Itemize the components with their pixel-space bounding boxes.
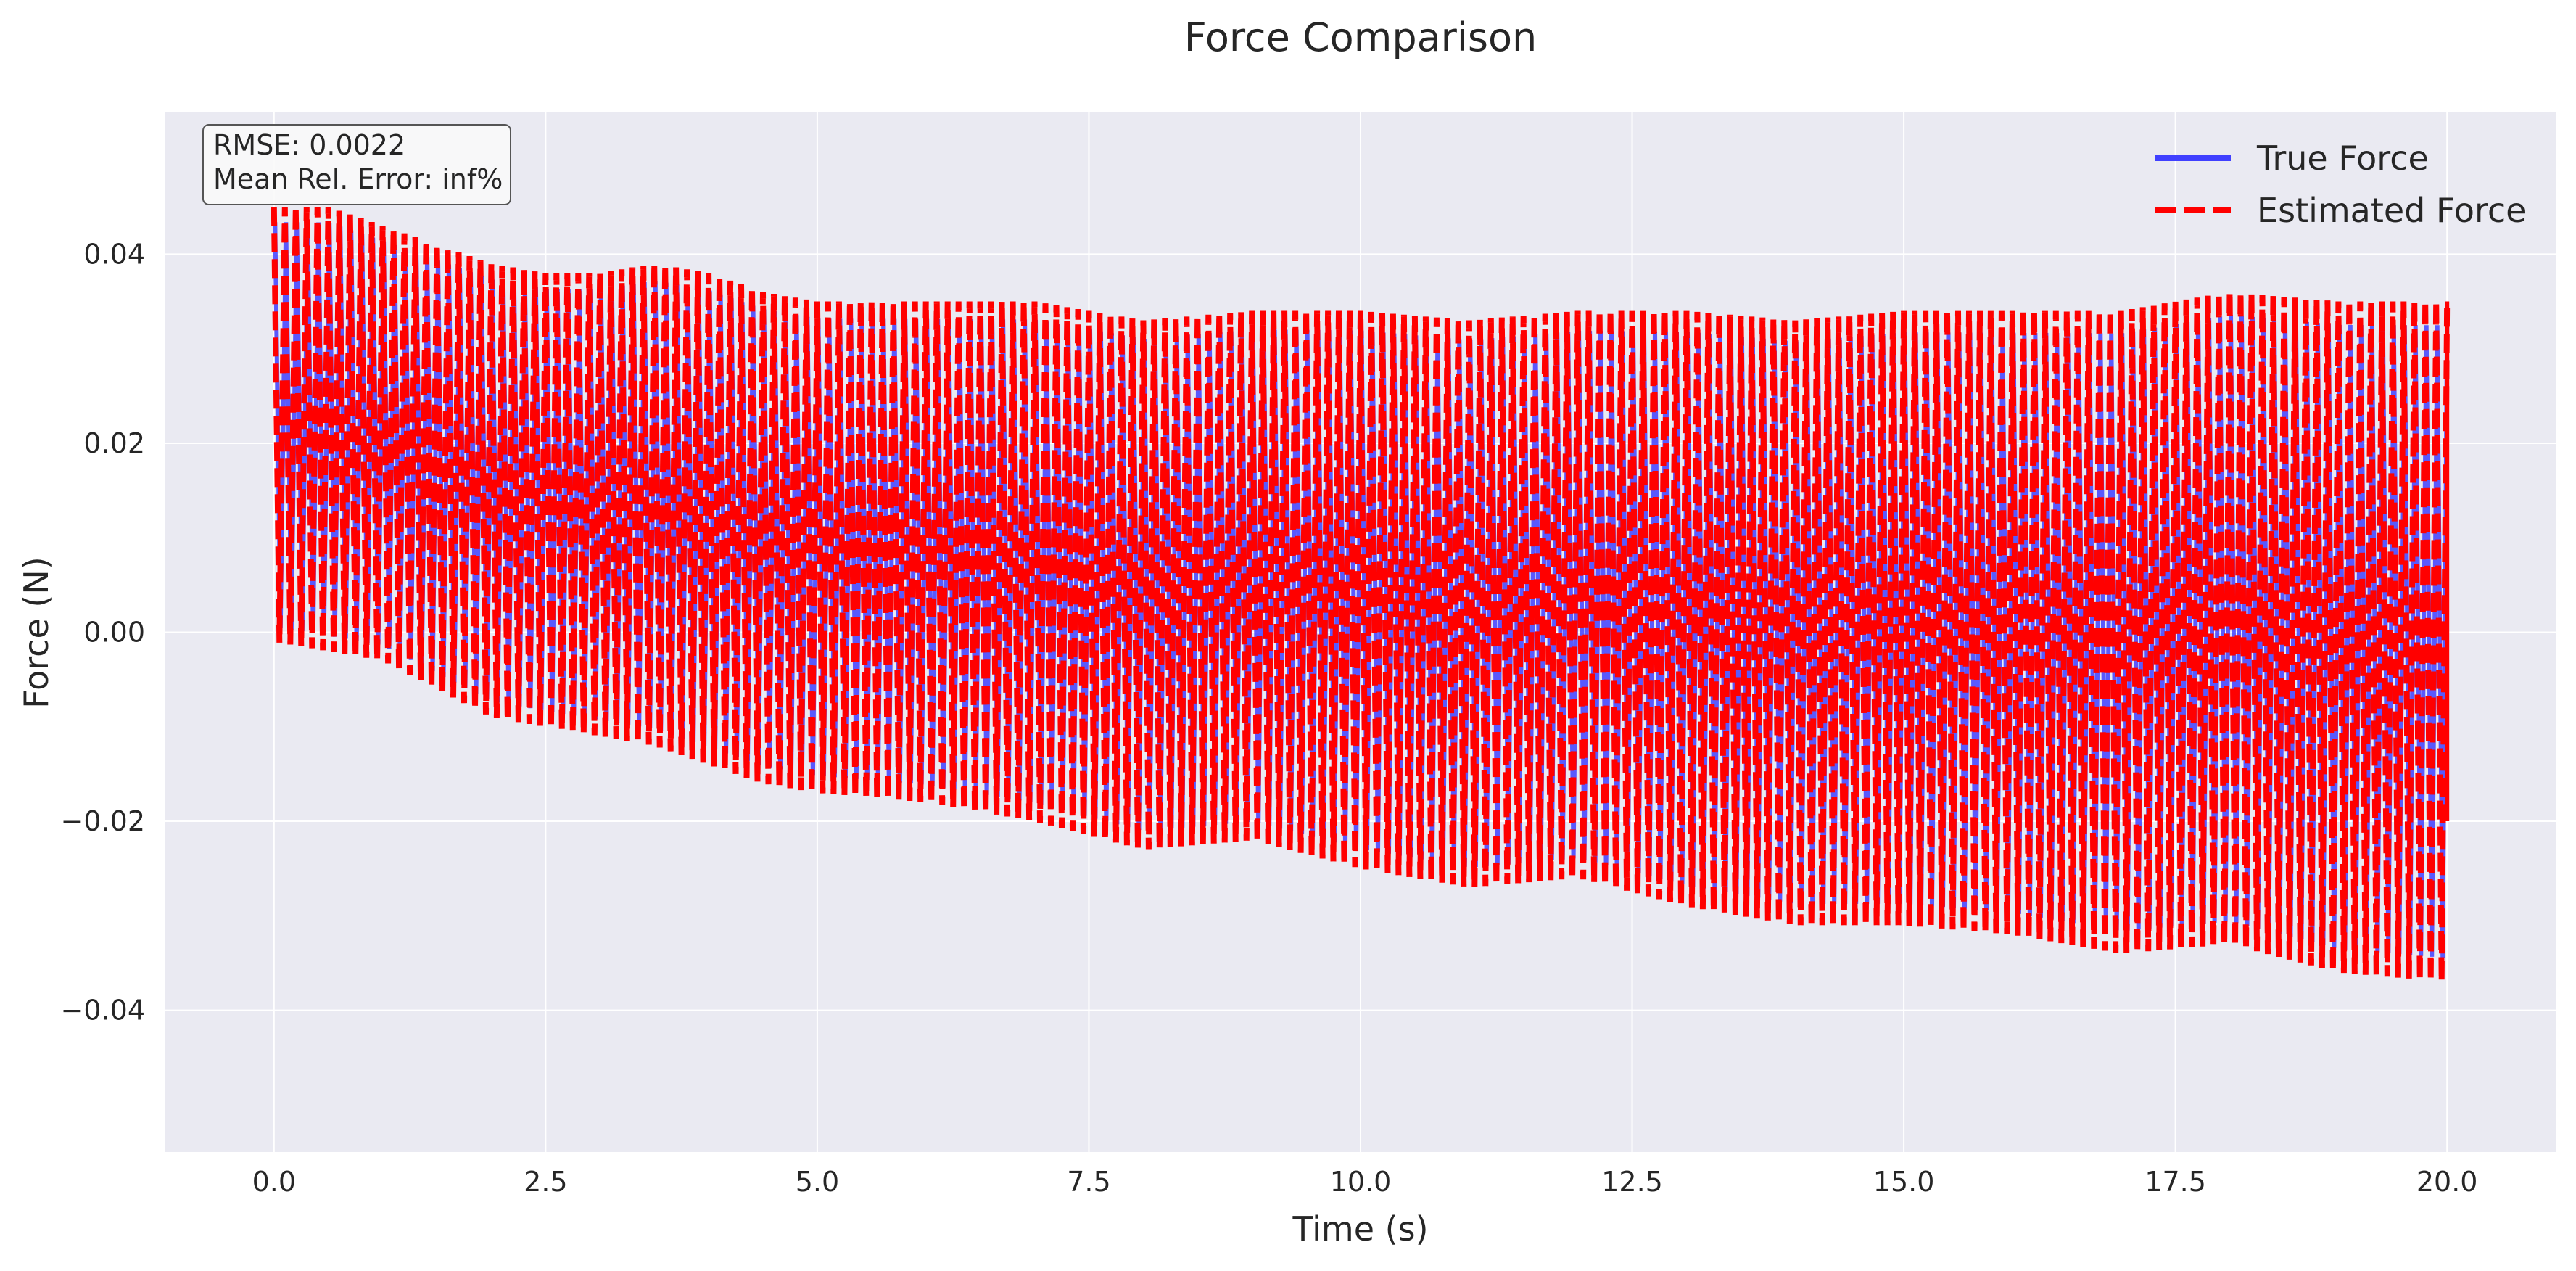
stats-mean-rel-error: Mean Rel. Error: inf% (213, 163, 503, 195)
x-tick-label: 17.5 (2144, 1166, 2206, 1198)
chart-title: Force Comparison (1184, 15, 1537, 60)
series-estimated-force-line (271, 207, 2451, 982)
x-tick-label: 0.0 (252, 1166, 296, 1198)
x-tick-label: 15.0 (1873, 1166, 1935, 1198)
y-axis-label: Force (N) (17, 556, 56, 708)
x-tick-label: 2.5 (524, 1166, 567, 1198)
series-layer (271, 207, 2451, 982)
y-axis-ticks: −0.04 −0.02 0.00 0.02 0.04 (61, 238, 145, 1026)
stats-box (202, 124, 511, 205)
x-axis-label: Time (s) (1292, 1209, 1428, 1249)
stats-rmse: RMSE: 0.0022 (213, 129, 405, 161)
x-axis-ticks: 0.0 2.5 5.0 7.5 10.0 12.5 15.0 17.5 20.0 (252, 1166, 2478, 1198)
y-tick-label: −0.04 (61, 995, 145, 1027)
x-tick-label: 20.0 (2416, 1166, 2478, 1198)
legend-true-force-label: True Force (2256, 139, 2429, 178)
x-tick-label: 5.0 (796, 1166, 839, 1198)
y-tick-label: 0.02 (83, 427, 145, 459)
legend-estimated-force-label: Estimated Force (2257, 191, 2526, 230)
x-tick-label: 10.0 (1330, 1166, 1392, 1198)
x-tick-label: 12.5 (1601, 1166, 1663, 1198)
x-tick-label: 7.5 (1067, 1166, 1110, 1198)
y-tick-label: 0.04 (83, 238, 145, 270)
stats-annotation: RMSE: 0.0022 Mean Rel. Error: inf% (202, 124, 511, 205)
legend: True Force Estimated Force (2155, 139, 2526, 230)
y-tick-label: 0.00 (83, 617, 145, 649)
y-tick-label: −0.02 (61, 805, 145, 837)
